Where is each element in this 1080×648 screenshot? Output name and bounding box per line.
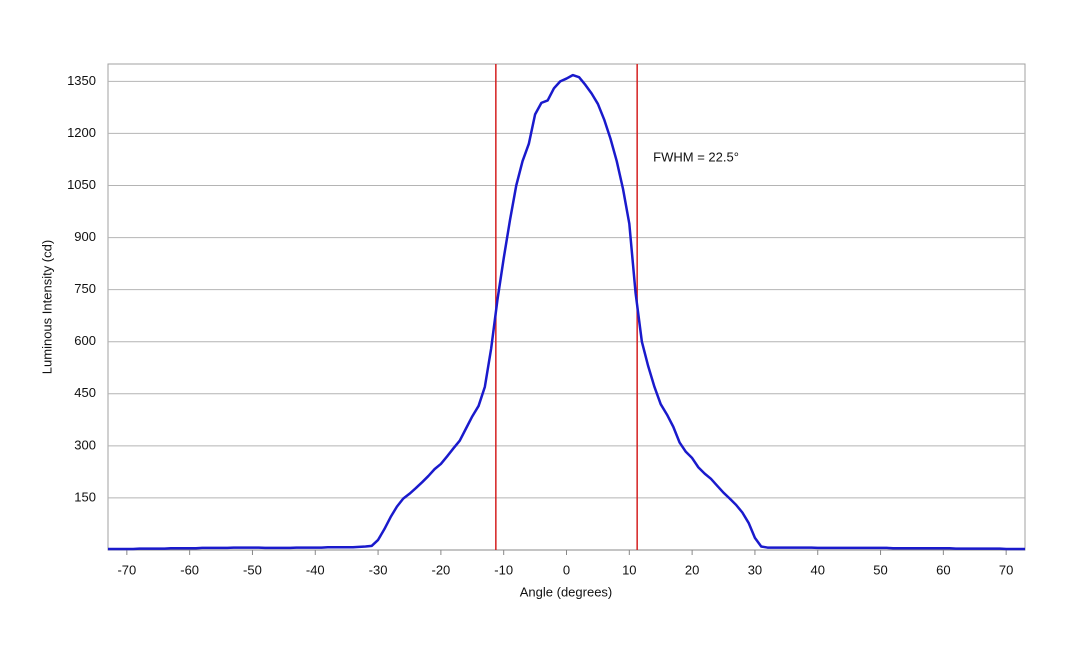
x-tick-label: -40: [306, 562, 325, 577]
y-tick-label: 600: [74, 333, 96, 348]
y-tick-label: 1050: [67, 177, 96, 192]
x-tick-label: -10: [494, 562, 513, 577]
x-tick-label: -50: [243, 562, 262, 577]
data-line: [108, 73, 1025, 551]
x-axis-label: Angle (degrees): [520, 584, 613, 599]
plot-area: [107, 63, 1026, 551]
y-tick-label: 900: [74, 229, 96, 244]
x-tick-label: 20: [685, 562, 699, 577]
x-tick-label: 40: [810, 562, 824, 577]
x-tick-label: 0: [563, 562, 570, 577]
x-tick-label: 50: [873, 562, 887, 577]
y-axis-label: Luminous Intensity (cd): [39, 240, 54, 374]
y-tick-label: 450: [74, 385, 96, 400]
y-tick-label: 150: [74, 489, 96, 504]
x-tick-label: 10: [622, 562, 636, 577]
x-tick-label: 30: [748, 562, 762, 577]
x-tick-label: 70: [999, 562, 1013, 577]
x-tick-label: -70: [117, 562, 136, 577]
y-tick-label: 300: [74, 437, 96, 452]
x-tick-label: -30: [369, 562, 388, 577]
x-tick-label: -20: [431, 562, 450, 577]
y-tick-label: 1350: [67, 73, 96, 88]
y-tick-label: 750: [74, 281, 96, 296]
x-tick-label: -60: [180, 562, 199, 577]
y-tick-label: 1200: [67, 125, 96, 140]
x-tick-label: 60: [936, 562, 950, 577]
annotation: FWHM = 22.5°: [653, 149, 739, 164]
